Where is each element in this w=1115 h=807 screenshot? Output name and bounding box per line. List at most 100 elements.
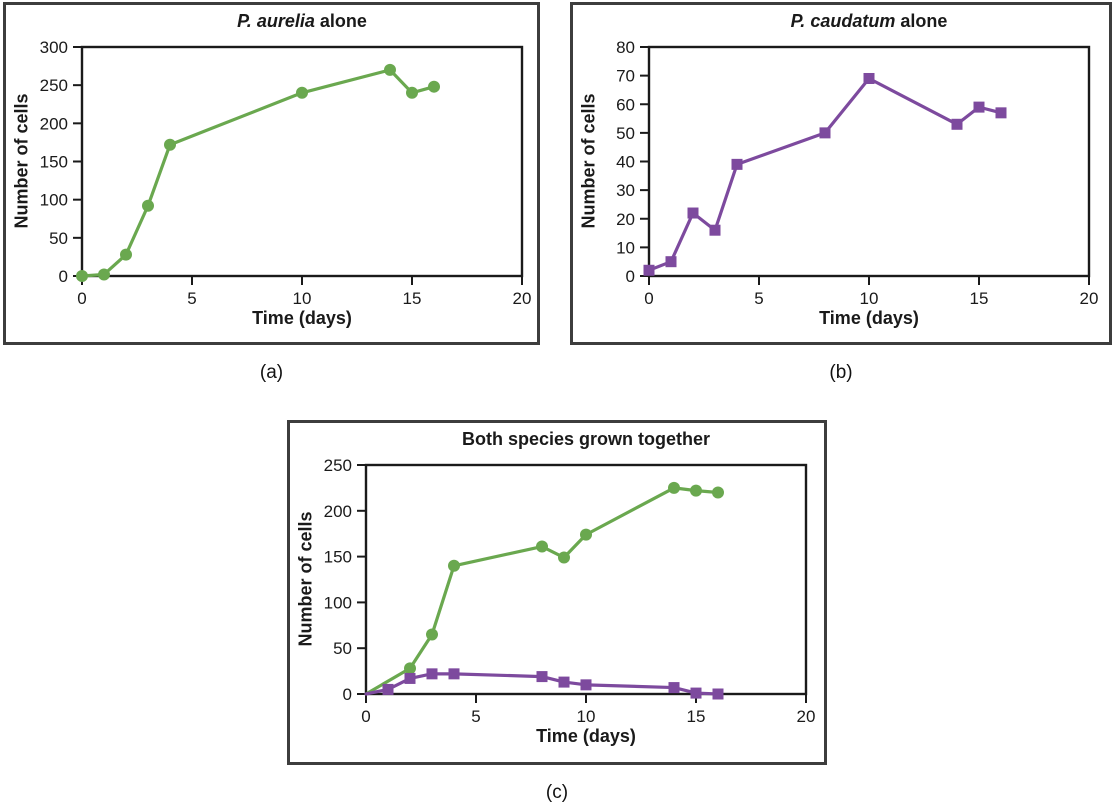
y-tick-label: 10	[616, 238, 635, 257]
chart-c-canvas: 0 50 100 150 200 250 0 5 10 15 20	[324, 456, 816, 726]
x-tick-label: 10	[577, 707, 596, 726]
x-tick-label: 10	[860, 289, 879, 308]
data-point-marker	[404, 672, 416, 684]
data-point-marker	[382, 683, 394, 695]
data-point-marker	[687, 207, 699, 219]
x-tick-label: 15	[403, 289, 422, 308]
data-point-marker	[819, 127, 831, 139]
x-tick-label: 0	[361, 707, 370, 726]
chart-title-species: P. aurelia	[237, 11, 315, 31]
data-point-marker	[426, 628, 438, 641]
data-point-marker	[384, 63, 396, 76]
plot-frame	[364, 463, 808, 696]
x-tick-label: 20	[797, 707, 816, 726]
data-point-marker	[120, 248, 132, 261]
data-point-marker	[643, 264, 655, 276]
data-point-marker	[580, 528, 592, 541]
series-line-p-aurelia	[364, 486, 720, 696]
y-tick-label: 80	[616, 38, 635, 57]
y-tick-label: 150	[324, 548, 352, 567]
y-tick-label: 60	[616, 95, 635, 114]
data-point-marker	[536, 671, 548, 683]
chart-title: P. aurelia alone	[82, 11, 522, 32]
x-tick-label: 5	[471, 707, 480, 726]
x-tick-label: 20	[513, 289, 532, 308]
series-line-p-aurelia	[80, 68, 436, 278]
data-point-marker	[690, 687, 702, 699]
data-point-marker	[448, 668, 460, 680]
x-tick-label: 15	[970, 289, 989, 308]
y-tick-label: 200	[324, 502, 352, 521]
caption-b: (b)	[829, 362, 853, 383]
caption-c: (c)	[545, 782, 569, 803]
y-tick-label: 0	[59, 267, 68, 286]
data-point-marker	[406, 86, 418, 99]
chart-title: Both species grown together	[366, 429, 806, 450]
data-point-marker	[973, 101, 985, 113]
y-tick-label: 250	[324, 456, 352, 475]
y-tick-label: 20	[616, 210, 635, 229]
data-point-marker	[712, 688, 724, 700]
x-axis-label: Time (days)	[252, 308, 352, 328]
chart-title-suffix: alone	[314, 11, 367, 31]
data-point-marker	[558, 551, 570, 564]
x-tick-label: 5	[187, 289, 196, 308]
data-point-marker	[690, 484, 702, 497]
x-tick-label: 15	[687, 707, 706, 726]
data-point-marker	[863, 72, 875, 84]
data-point-marker	[558, 676, 570, 688]
data-point-marker	[709, 224, 721, 236]
data-point-marker	[536, 540, 548, 553]
y-tick-label: 70	[616, 67, 635, 86]
data-point-marker	[296, 86, 308, 99]
y-tick-label: 50	[333, 639, 352, 658]
x-tick-label: 20	[1080, 289, 1099, 308]
y-tick-label: 40	[616, 153, 635, 172]
chart-title-suffix: alone	[895, 11, 948, 31]
data-point-marker	[142, 199, 154, 212]
x-axis-label: Time (days)	[536, 726, 636, 746]
data-point-marker	[98, 268, 110, 281]
chart-title: P. caudatum alone	[649, 11, 1089, 32]
plot-frame	[80, 45, 524, 278]
y-tick-label: 50	[616, 124, 635, 143]
data-point-marker	[428, 80, 440, 93]
chart-b-canvas: 0 10 20 30 40 50 60 70 80 0 5 10 15 20	[616, 38, 1099, 308]
data-point-marker	[426, 668, 438, 680]
panel-c-both-species: Both species grown together Number of ce…	[287, 420, 827, 765]
y-tick-label: 0	[626, 267, 635, 286]
data-point-marker	[668, 682, 680, 694]
data-point-marker	[76, 270, 88, 282]
caption-a: (a)	[259, 362, 284, 383]
data-point-marker	[448, 559, 460, 572]
y-tick-label: 150	[40, 153, 68, 172]
x-tick-label: 5	[754, 289, 763, 308]
x-tick-label: 10	[293, 289, 312, 308]
panel-a-p-aurelia-alone: P. aurelia alone Number of cells 0 50 100 1…	[3, 2, 540, 345]
data-point-marker	[668, 481, 680, 494]
y-tick-label: 300	[40, 38, 68, 57]
y-tick-label: 50	[49, 229, 68, 248]
x-tick-label: 0	[644, 289, 653, 308]
y-tick-label: 30	[616, 181, 635, 200]
data-point-marker	[164, 138, 176, 151]
chart-a-canvas: 0 50 100 150 200 250 300 0 5 10 15 20	[40, 38, 532, 308]
series-line-p-caudatum	[647, 76, 1003, 272]
data-point-marker	[580, 679, 592, 691]
data-point-marker	[712, 486, 724, 499]
panel-b-p-caudatum-alone: P. caudatum alone Number of cells 0 10 20 3…	[570, 2, 1112, 345]
x-tick-label: 0	[77, 289, 86, 308]
y-tick-label: 100	[40, 191, 68, 210]
y-tick-label: 0	[343, 685, 352, 704]
x-axis-label: Time (days)	[819, 308, 919, 328]
y-tick-label: 100	[324, 593, 352, 612]
data-point-marker	[995, 107, 1007, 119]
y-tick-label: 200	[40, 114, 68, 133]
data-point-marker	[731, 158, 743, 170]
data-point-marker	[951, 118, 963, 130]
data-point-marker	[404, 662, 416, 675]
y-tick-label: 250	[40, 76, 68, 95]
chart-title-species: P. caudatum	[790, 11, 896, 31]
data-point-marker	[665, 256, 677, 268]
